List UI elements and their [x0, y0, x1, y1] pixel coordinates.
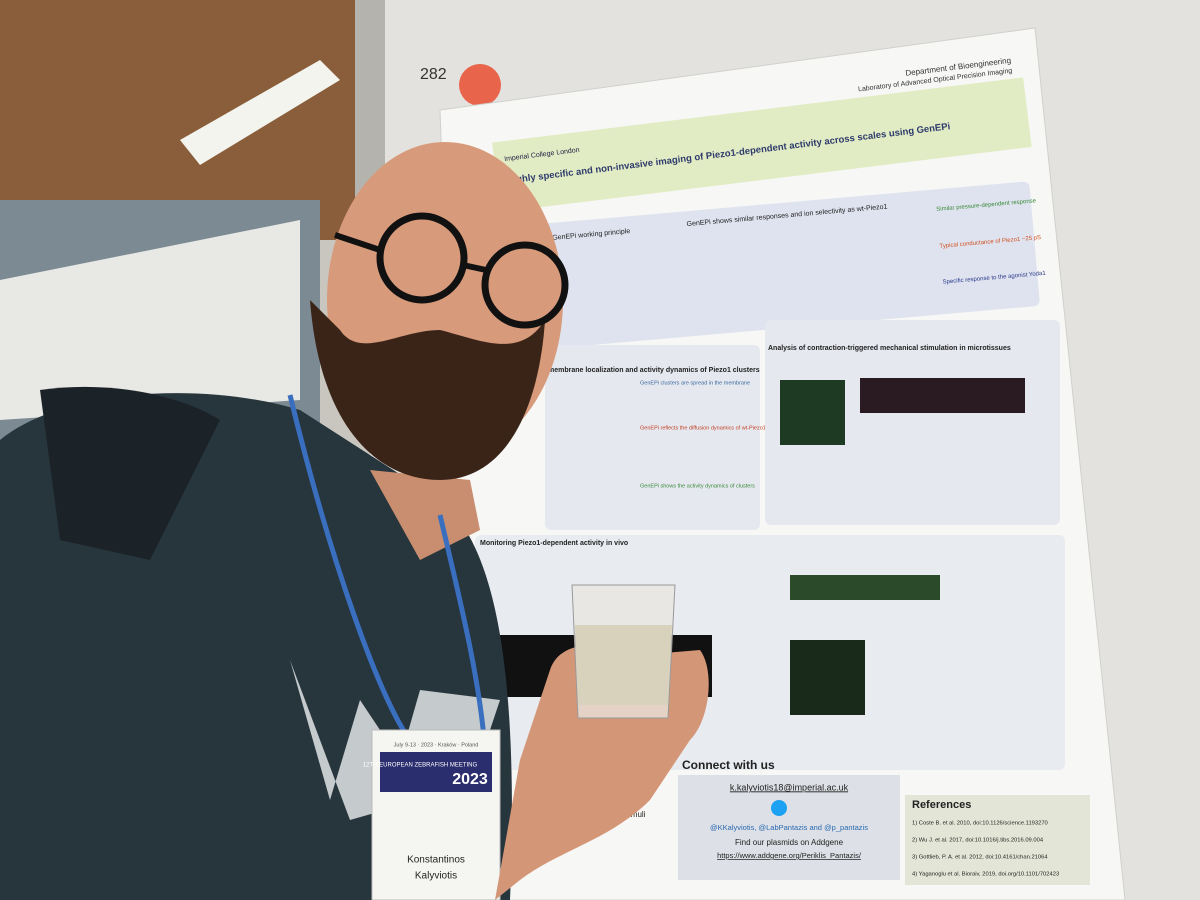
badge-dates: July 9-13 · 2023 · Kraków · Poland: [394, 742, 479, 748]
twitter-icon: [771, 800, 787, 816]
poster-header: Department of Bioengineering Laboratory …: [492, 56, 1032, 213]
badge-last-name: Kalyviotis: [415, 871, 457, 882]
micrograph: [790, 640, 865, 715]
url: https://www.addgene.org/Periklis_Pantazi…: [717, 851, 862, 860]
neck: [370, 470, 480, 560]
badge-banner: [380, 752, 492, 792]
reference: 1) Coste B. et al. 2010, doi:10.1126/sci…: [912, 821, 1048, 827]
wall-label: 282: [420, 66, 447, 83]
addgene: Find our plasmids on Addgene: [735, 838, 844, 847]
panel: [541, 181, 1040, 348]
micrograph: [860, 378, 1025, 413]
references-heading: References: [912, 799, 971, 811]
ceiling-light: [180, 60, 340, 165]
badge-event: 12TH EUROPEAN ZEBRAFISH MEETING: [363, 763, 478, 769]
reference: 4) Yaganoglu et al. Bioraiv, 2019, doi.o…: [912, 872, 1059, 878]
lanyard: [287, 394, 488, 751]
glasses-lens: [376, 212, 468, 304]
panel: [765, 320, 1060, 525]
section-header: Analysis of contraction-triggered mechan…: [768, 345, 1011, 352]
reference: 2) Wu J. et al. 2017, doi:10.1016/j.tibs…: [912, 838, 1044, 844]
finding: GenEPi reflects the diffusion dynamics o…: [640, 425, 766, 431]
glasses-lens: [481, 241, 569, 329]
beard: [310, 300, 545, 480]
glass-liquid: [575, 625, 672, 705]
reference: 3) Gottlieb, P. A. et al. 2012, doi:10.4…: [912, 855, 1048, 861]
connect-heading: Connect with us: [682, 758, 775, 772]
handles: @KKalyviotis, @LabPantazis and @p_pantaz…: [710, 823, 868, 832]
email: k.kalyviotis18@imperial.ac.uk: [730, 782, 849, 792]
panel: [545, 345, 760, 530]
header-band: [492, 77, 1032, 213]
badge-year: 2023: [452, 771, 488, 788]
micrograph: [780, 380, 845, 445]
section-header: Monitoring Piezo1-dependent activity in …: [480, 540, 628, 547]
glasses-bridge: [462, 262, 487, 273]
section-header: membrane localization and activity dynam…: [548, 367, 760, 374]
connect-box: [678, 775, 900, 880]
references-box: [905, 795, 1090, 885]
micrograph: [790, 575, 940, 600]
badge-first-name: Konstantinos: [407, 855, 465, 866]
backpack-strap: [40, 386, 220, 560]
red-dot: [459, 64, 501, 106]
finding: GenEPi clusters are spread in the membra…: [640, 380, 750, 386]
side-board: [0, 220, 300, 420]
glasses-arm: [334, 232, 381, 253]
finding: GenEPi shows the activity dynamics of cl…: [640, 483, 755, 489]
